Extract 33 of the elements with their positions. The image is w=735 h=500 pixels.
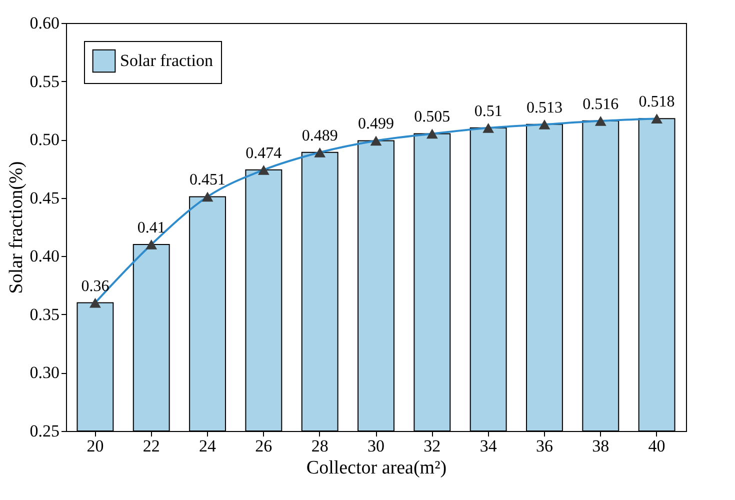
data-label: 0.474 [246, 144, 282, 162]
y-tick-label: 0.55 [30, 72, 60, 91]
x-tick-label: 38 [592, 436, 610, 456]
data-label: 0.499 [358, 116, 394, 133]
x-axis-title: Collector area(m²) [306, 458, 447, 478]
x-tick-label: 24 [199, 436, 217, 456]
data-label: 0.451 [190, 172, 226, 189]
y-tick-label: 0.35 [30, 304, 60, 324]
y-tick-label: 0.45 [30, 188, 60, 208]
data-label: 0.505 [414, 108, 450, 126]
y-tick-label: 0.60 [30, 14, 60, 32]
legend-label: Solar fraction [120, 51, 214, 70]
data-label: 0.513 [526, 99, 562, 116]
x-tick-label: 30 [368, 436, 384, 456]
x-tick-label: 28 [311, 436, 328, 456]
data-label: 0.36 [81, 278, 110, 295]
x-tick-label: 20 [86, 436, 104, 456]
data-label: 0.518 [638, 94, 675, 111]
x-tick-label: 22 [142, 436, 160, 456]
x-tick-label: 32 [424, 436, 441, 456]
x-tick-label: 40 [648, 436, 666, 456]
y-tick-label: 0.40 [30, 246, 60, 266]
data-label: 0.516 [582, 96, 619, 113]
x-tick-label: 26 [255, 436, 272, 456]
y-tick-label: 0.50 [30, 130, 60, 150]
x-tick-label: 34 [480, 436, 498, 456]
data-label: 0.41 [137, 219, 166, 236]
y-axis-title: Solar fraction(%) [6, 161, 27, 294]
y-tick-label: 0.25 [30, 422, 60, 440]
x-tick-label: 36 [536, 436, 553, 456]
data-label: 0.489 [302, 127, 338, 144]
y-tick-label: 0.30 [30, 363, 60, 382]
data-label: 0.51 [474, 102, 502, 120]
